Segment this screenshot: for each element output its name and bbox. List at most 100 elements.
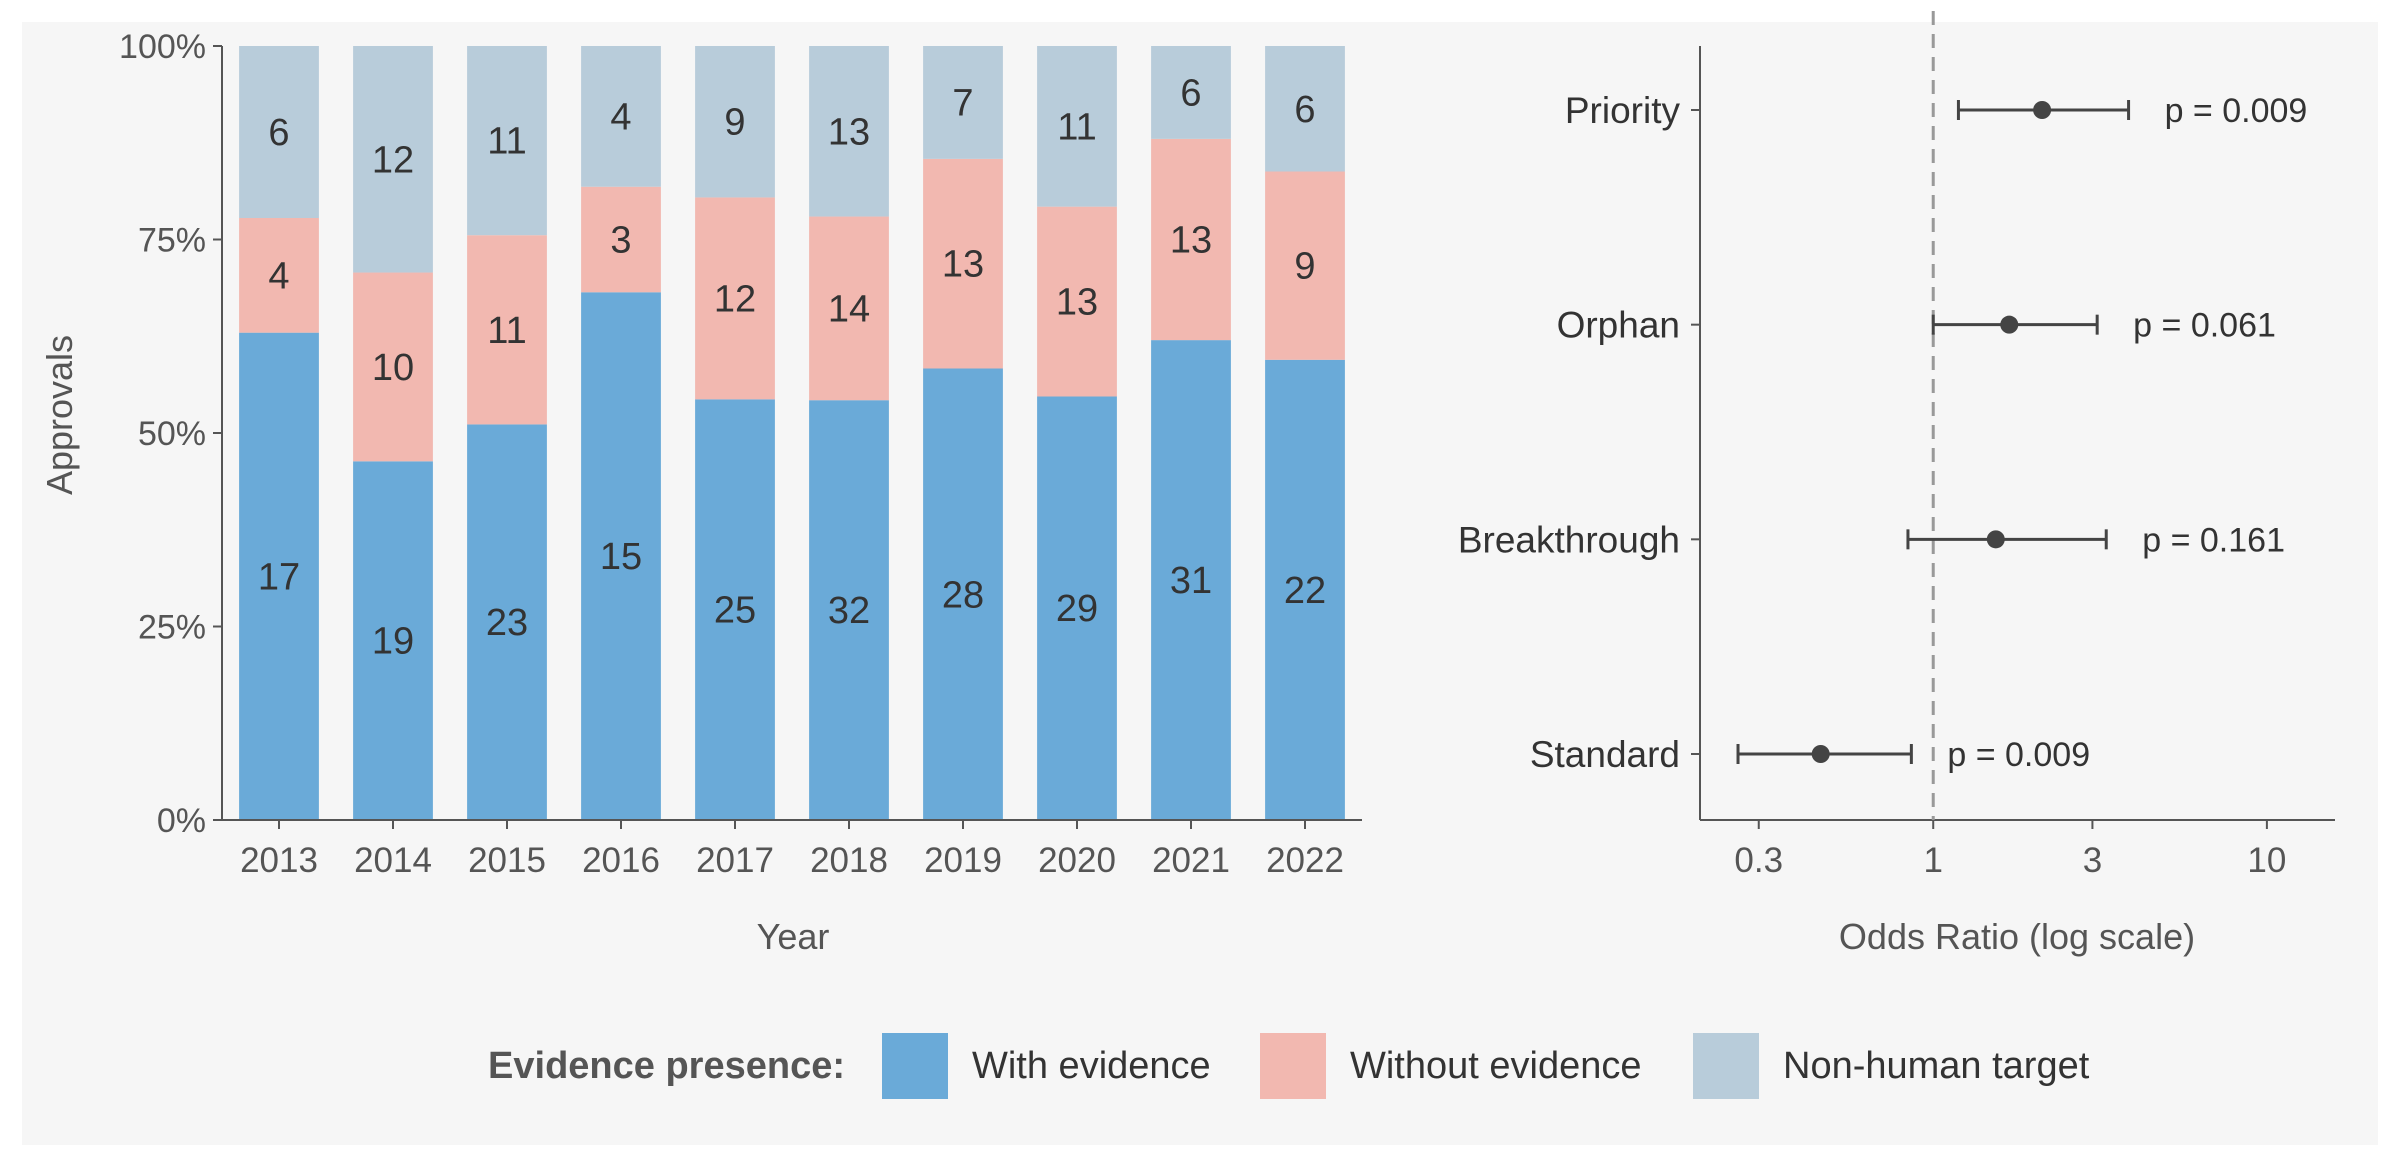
- bar-segment: [1037, 46, 1117, 207]
- bar-x-tick-label: 2022: [1266, 841, 1344, 880]
- bar-x-tick-label: 2016: [582, 841, 660, 880]
- bar-data-label: 14: [828, 288, 870, 330]
- bar-data-label: 17: [258, 556, 300, 598]
- bar-y-tick-label: 50%: [138, 415, 206, 453]
- bar-segment: [1265, 171, 1345, 360]
- bar-data-label: 25: [714, 590, 756, 632]
- bar-segment: [353, 272, 433, 462]
- bar-segment: [1151, 340, 1231, 820]
- legend-label: Without evidence: [1350, 1045, 1642, 1087]
- bar-x-tick-label: 2013: [240, 841, 318, 880]
- bar-segment: [1265, 359, 1345, 820]
- bar-x-tick-label: 2018: [810, 841, 888, 880]
- bar-segment: [1037, 396, 1117, 820]
- bar-data-label: 11: [487, 310, 526, 352]
- bar-segment: [581, 186, 661, 293]
- bar-xlabel: Year: [757, 916, 830, 957]
- bar-x-tick-label: 2015: [468, 841, 546, 880]
- bar-y-tick-label: 75%: [138, 222, 206, 260]
- bar-data-label: 6: [268, 112, 289, 154]
- bar-segment: [695, 399, 775, 820]
- bar-data-label: 13: [942, 244, 984, 286]
- forest-xlabel: Odds Ratio (log scale): [1839, 916, 2195, 957]
- bar-data-label: 28: [942, 574, 984, 616]
- legend-swatch: [882, 1033, 948, 1099]
- bar-x-tick-label: 2019: [924, 841, 1002, 880]
- bar-segment: [809, 46, 889, 217]
- bar-segment: [581, 292, 661, 821]
- bar-data-label: 6: [1180, 72, 1201, 114]
- p-value-label: p = 0.061: [2133, 307, 2276, 345]
- bar-segment: [1265, 46, 1345, 172]
- bar-y-tick-label: 0%: [157, 802, 206, 840]
- bar-segment: [353, 46, 433, 273]
- bar-data-label: 10: [372, 347, 414, 389]
- bar-segment: [923, 46, 1003, 159]
- estimate-point: [1811, 745, 1830, 763]
- bar-data-label: 9: [724, 102, 745, 144]
- bar-segment: [467, 424, 547, 820]
- bar-x-tick-label: 2020: [1038, 841, 1116, 880]
- legend-swatch: [1693, 1033, 1759, 1099]
- bar-data-label: 11: [1057, 106, 1096, 148]
- bar-segment: [1151, 46, 1231, 139]
- forest-category-label: Orphan: [1557, 305, 1680, 346]
- bar-data-label: 12: [714, 278, 756, 320]
- bar-data-label: 9: [1294, 246, 1315, 288]
- bar-x-tick-label: 2014: [354, 841, 432, 880]
- bar-data-label: 22: [1284, 570, 1326, 612]
- forest-x-tick-label: 0.3: [1734, 841, 1783, 880]
- bar-data-label: 4: [268, 255, 289, 297]
- bar-data-label: 19: [372, 621, 414, 663]
- bar-data-label: 32: [828, 590, 870, 632]
- bar-data-label: 13: [1170, 220, 1212, 262]
- bar-segment: [239, 332, 319, 820]
- bar-data-label: 7: [952, 82, 973, 124]
- p-value-label: p = 0.009: [1947, 736, 2090, 774]
- bar-data-label: 11: [487, 121, 526, 163]
- forest-category-label: Priority: [1565, 90, 1681, 131]
- bar-data-label: 23: [486, 602, 528, 644]
- bar-segment: [695, 197, 775, 400]
- bar-segment: [809, 400, 889, 820]
- legend: Evidence presence: With evidence Without …: [488, 1033, 2090, 1099]
- bar-data-label: 31: [1170, 560, 1212, 602]
- bar-segment: [239, 46, 319, 218]
- bar-segment: [467, 46, 547, 236]
- forest-x-tick-label: 10: [2247, 841, 2286, 880]
- stacked-bar-chart: 17 4 6 19 10 12 23 11 11 15 3 4 25 12 9 32 14 13 28 13 7 29 13…: [39, 28, 1362, 957]
- bar-x-tick-label: 2017: [696, 841, 774, 880]
- bar-data-label: 3: [610, 220, 631, 262]
- bar-ylabel: Approvals: [39, 335, 80, 495]
- legend-swatch: [1260, 1033, 1326, 1099]
- forest-x-tick-label: 1: [1923, 841, 1942, 880]
- bar-segment: [353, 461, 433, 820]
- bar-segment: [1037, 206, 1117, 397]
- bar-segment: [923, 368, 1003, 820]
- bar-segment: [467, 235, 547, 425]
- bar-segment: [1151, 138, 1231, 341]
- p-value-label: p = 0.009: [2165, 92, 2308, 130]
- bar-segment: [239, 218, 319, 333]
- bar-data-label: 6: [1294, 89, 1315, 131]
- bar-data-label: 12: [372, 139, 414, 181]
- bar-data-label: 4: [610, 96, 631, 138]
- bar-segment: [695, 46, 775, 198]
- forest-plot: 0.3 1 3 10 Priority Orphan Breakthrough Standar…: [1458, 11, 2335, 957]
- bar-segment: [923, 158, 1003, 369]
- legend-label: With evidence: [972, 1045, 1211, 1087]
- legend-title: Evidence presence:: [488, 1045, 845, 1087]
- forest-category-label: Breakthrough: [1458, 519, 1680, 560]
- forest-category-label: Standard: [1530, 734, 1680, 775]
- bar-data-label: 29: [1056, 588, 1098, 630]
- bar-segment: [581, 46, 661, 187]
- bar-x-tick-label: 2021: [1152, 841, 1230, 880]
- forest-x-tick-label: 3: [2083, 841, 2102, 880]
- bar-y-tick-label: 100%: [119, 28, 206, 66]
- estimate-point: [1986, 530, 2005, 549]
- bar-data-label: 13: [1056, 282, 1098, 324]
- bar-segment: [809, 216, 889, 401]
- bar-y-tick-label: 25%: [138, 609, 206, 647]
